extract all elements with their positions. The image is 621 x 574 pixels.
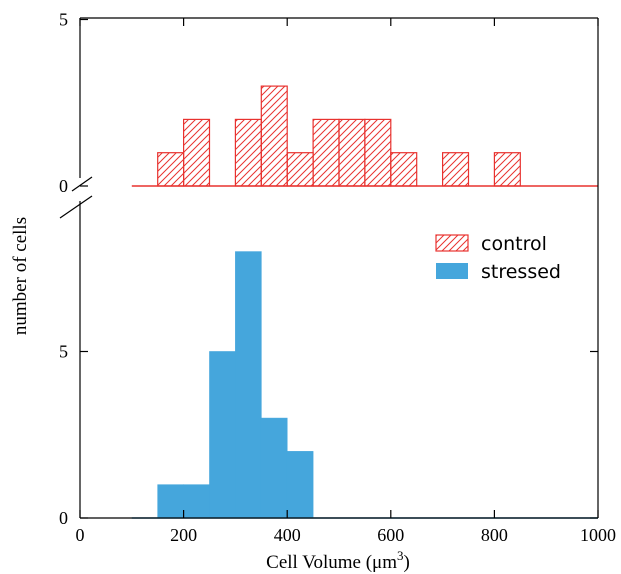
y-tick-label-lower-0: 0: [59, 508, 68, 528]
axis-break-mark-2: [59, 195, 93, 219]
stressed-bar-150: [157, 484, 184, 519]
control-bar-400: [286, 152, 314, 187]
y-axis-title: number of cells: [10, 217, 31, 335]
stressed-bar-350: [260, 417, 288, 519]
control-bar-150: [157, 152, 185, 187]
legend-swatch-stressed: [436, 263, 468, 279]
x-axis-title: Cell Volume (μm3): [266, 548, 410, 573]
ticks-layer: [79, 18, 599, 519]
control-bar-700: [442, 152, 470, 187]
tick-labels: 0 200 400 600 800 1000 0 5 0 5: [59, 10, 616, 546]
y-tick-label-lower-5: 5: [59, 342, 68, 362]
x-tick-label-800: 800: [481, 525, 508, 545]
control-bar-200: [183, 118, 211, 187]
control-bar-350: [260, 85, 288, 187]
control-bar-300: [234, 118, 262, 187]
axis-break-mark-1: [71, 176, 93, 192]
stressed-bar-200: [183, 484, 210, 519]
y-tick-label-upper-5: 5: [59, 10, 68, 30]
x-tick-label-0: 0: [76, 525, 85, 545]
stressed-bar-250: [209, 351, 236, 519]
x-tick-label-1000: 1000: [580, 525, 616, 545]
stressed-bar-400: [286, 451, 314, 519]
y-tick-label-upper-0: 0: [59, 176, 68, 196]
control-bar-450: [312, 118, 340, 187]
stressed-bar-300: [235, 251, 262, 519]
axes-frame: [59, 17, 599, 519]
x-tick-label-400: 400: [274, 525, 301, 545]
bars-layer: [131, 85, 598, 519]
legend-swatch-control: [435, 234, 469, 252]
control-bar-600: [390, 152, 418, 187]
x-tick-label-200: 200: [170, 525, 197, 545]
legend-label-control: control: [481, 233, 547, 255]
x-tick-label-600: 600: [377, 525, 404, 545]
control-bar-500: [338, 118, 366, 187]
legend-label-stressed: stressed: [481, 261, 561, 283]
control-bar-800: [493, 152, 521, 187]
legend: control stressed: [435, 233, 561, 283]
control-bar-550: [364, 118, 392, 187]
